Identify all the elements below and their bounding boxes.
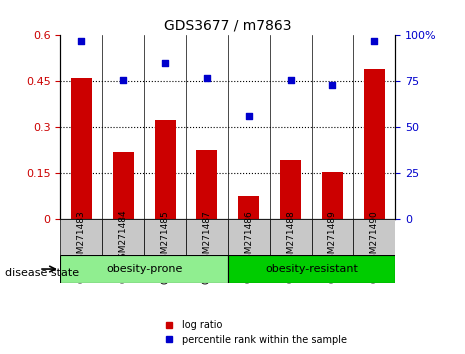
Text: GSM271488: GSM271488 xyxy=(286,210,295,264)
Text: GSM271483: GSM271483 xyxy=(77,210,86,264)
Bar xyxy=(239,196,259,219)
Text: GSM271484: GSM271484 xyxy=(119,210,128,264)
Title: GDS3677 / m7863: GDS3677 / m7863 xyxy=(164,19,292,33)
FancyBboxPatch shape xyxy=(60,255,228,283)
FancyBboxPatch shape xyxy=(270,219,312,255)
FancyBboxPatch shape xyxy=(312,219,353,255)
FancyBboxPatch shape xyxy=(228,219,270,255)
Bar xyxy=(322,172,343,219)
Bar xyxy=(113,152,134,219)
Legend: log ratio, percentile rank within the sample: log ratio, percentile rank within the sa… xyxy=(160,316,351,349)
Text: GSM271485: GSM271485 xyxy=(160,210,170,264)
FancyBboxPatch shape xyxy=(353,219,395,255)
FancyBboxPatch shape xyxy=(60,219,102,255)
Bar xyxy=(280,160,301,219)
Text: GSM271487: GSM271487 xyxy=(202,210,212,264)
Text: obesity-prone: obesity-prone xyxy=(106,264,182,274)
Bar xyxy=(196,150,218,219)
Point xyxy=(287,77,294,82)
Point xyxy=(78,38,85,44)
Bar xyxy=(154,120,175,219)
Bar xyxy=(71,78,92,219)
Text: GSM271489: GSM271489 xyxy=(328,210,337,264)
Text: disease state: disease state xyxy=(5,268,79,278)
Point xyxy=(203,75,211,81)
FancyBboxPatch shape xyxy=(186,219,228,255)
FancyBboxPatch shape xyxy=(228,255,395,283)
Text: GSM271486: GSM271486 xyxy=(244,210,253,264)
FancyBboxPatch shape xyxy=(102,219,144,255)
Point xyxy=(161,60,169,66)
Text: GSM271490: GSM271490 xyxy=(370,210,379,264)
Bar xyxy=(364,69,385,219)
Point xyxy=(245,114,252,119)
FancyBboxPatch shape xyxy=(144,219,186,255)
Point xyxy=(120,77,127,82)
Point xyxy=(329,82,336,88)
Text: obesity-resistant: obesity-resistant xyxy=(265,264,358,274)
Point xyxy=(371,38,378,44)
